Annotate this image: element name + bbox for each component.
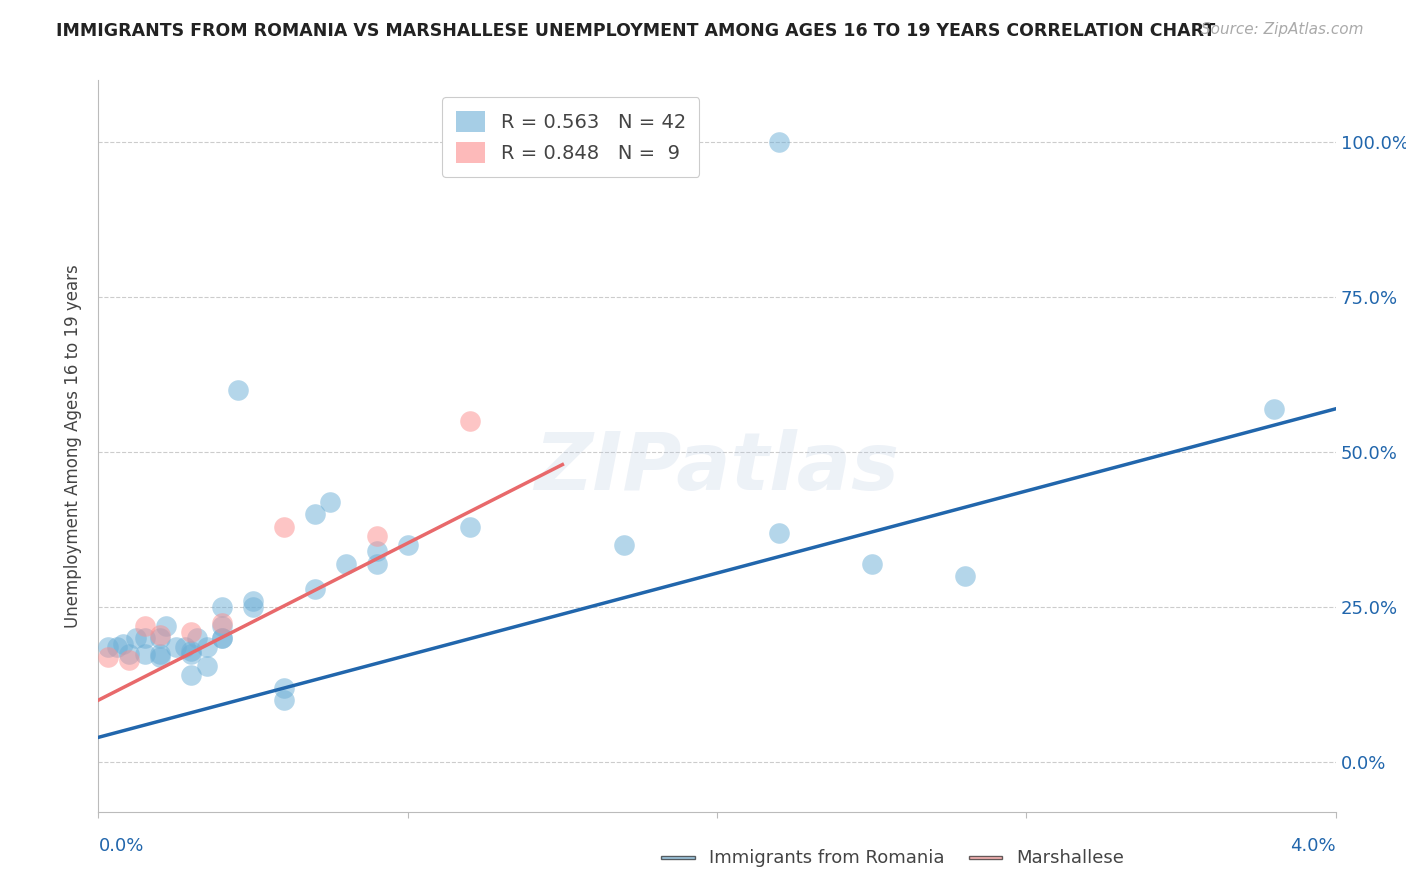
Point <box>242 594 264 608</box>
Point <box>1263 401 1285 416</box>
Point <box>273 693 295 707</box>
Point <box>165 640 187 655</box>
Point <box>118 653 141 667</box>
Point <box>180 668 202 682</box>
Point <box>396 538 419 552</box>
Point <box>273 681 295 695</box>
Point <box>613 538 636 552</box>
Point <box>211 631 233 645</box>
Point <box>124 631 146 645</box>
Point <box>319 495 342 509</box>
Point <box>242 600 264 615</box>
FancyBboxPatch shape <box>969 856 1002 859</box>
Point <box>112 637 135 651</box>
Point <box>860 557 883 571</box>
Point <box>226 383 249 397</box>
Point <box>304 582 326 596</box>
Point <box>211 615 233 630</box>
Point <box>180 624 202 639</box>
Point <box>195 659 218 673</box>
Text: 4.0%: 4.0% <box>1291 837 1336 855</box>
FancyBboxPatch shape <box>661 856 695 859</box>
Point <box>174 640 197 655</box>
Point <box>134 647 156 661</box>
Point <box>195 640 218 655</box>
Point <box>211 631 233 645</box>
Point <box>105 640 128 655</box>
Point <box>366 544 388 558</box>
Point <box>149 631 172 645</box>
Point <box>335 557 357 571</box>
Point <box>97 649 120 664</box>
Point <box>458 519 481 533</box>
Point <box>134 619 156 633</box>
Point <box>768 135 790 149</box>
Point <box>134 631 156 645</box>
Point <box>211 600 233 615</box>
Point <box>366 557 388 571</box>
Point <box>273 519 295 533</box>
Point <box>186 631 208 645</box>
Text: IMMIGRANTS FROM ROMANIA VS MARSHALLESE UNEMPLOYMENT AMONG AGES 16 TO 19 YEARS CO: IMMIGRANTS FROM ROMANIA VS MARSHALLESE U… <box>56 22 1216 40</box>
Y-axis label: Unemployment Among Ages 16 to 19 years: Unemployment Among Ages 16 to 19 years <box>65 264 83 628</box>
Point <box>149 628 172 642</box>
Point <box>149 649 172 664</box>
Legend: R = 0.563   N = 42, R = 0.848   N =  9: R = 0.563 N = 42, R = 0.848 N = 9 <box>443 97 699 177</box>
Text: 0.0%: 0.0% <box>98 837 143 855</box>
Point <box>149 647 172 661</box>
Point <box>304 507 326 521</box>
Text: Source: ZipAtlas.com: Source: ZipAtlas.com <box>1201 22 1364 37</box>
Point <box>458 414 481 428</box>
Point <box>180 643 202 657</box>
Point <box>155 619 177 633</box>
Point <box>118 647 141 661</box>
Text: Marshallese: Marshallese <box>1017 848 1125 867</box>
Point <box>953 569 976 583</box>
Text: ZIPatlas: ZIPatlas <box>534 429 900 507</box>
Point <box>211 619 233 633</box>
Point <box>180 647 202 661</box>
Point <box>97 640 120 655</box>
Text: Immigrants from Romania: Immigrants from Romania <box>709 848 943 867</box>
Point <box>768 525 790 540</box>
Point <box>366 529 388 543</box>
